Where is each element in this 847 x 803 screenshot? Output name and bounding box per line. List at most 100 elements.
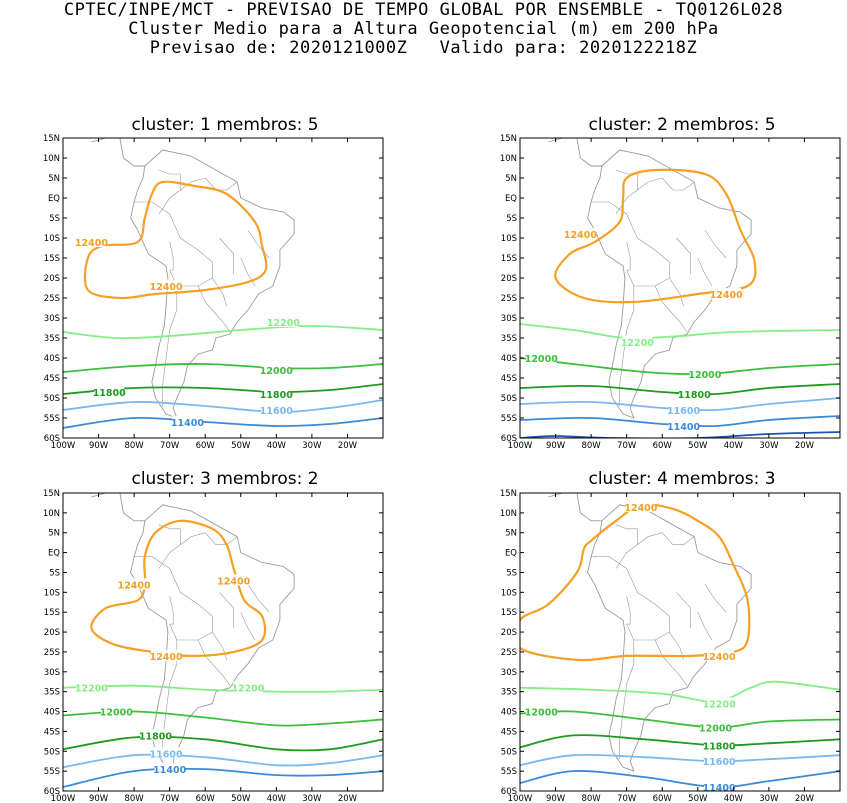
lon-tick-label: 40W (724, 441, 744, 451)
country-border (676, 592, 692, 629)
contour-label-12000: 12000 (260, 366, 293, 377)
lon-tick-label: 90W (89, 441, 109, 451)
lat-tick-label: 15N (500, 134, 517, 144)
contour-label-bg (268, 316, 299, 327)
lon-tick-label: 50W (688, 441, 708, 451)
contour-label-bg (154, 763, 185, 775)
country-border (633, 631, 670, 641)
contour-label-11800: 11800 (93, 388, 126, 399)
lon-tick-label: 60W (196, 441, 216, 451)
contour-12400 (520, 503, 751, 662)
contour-11600 (63, 399, 383, 413)
contour-11400 (520, 770, 840, 788)
lon-tick-label: 70W (160, 441, 180, 451)
contour-label-bg (625, 500, 656, 512)
lon-tick-label: 20W (795, 794, 815, 803)
contour-label-11600: 11600 (667, 406, 700, 417)
lat-tick-label: 10N (500, 154, 517, 164)
lat-tick-label: 5S (49, 568, 60, 578)
lon-tick-label: 90W (546, 794, 566, 803)
contour-label-bg (76, 236, 107, 247)
lat-tick-label: 10S (44, 234, 60, 244)
contour-label-bg (119, 578, 150, 590)
lon-tick-label: 80W (124, 794, 144, 803)
lon-tick-label: 20W (338, 794, 358, 803)
contour-label-11400: 11400 (667, 422, 700, 433)
contour-label-12400: 12400 (564, 230, 597, 241)
lat-tick-label: 35S (501, 334, 517, 344)
lat-tick-label: 25S (501, 648, 517, 658)
contour-label-bg (261, 404, 292, 415)
country-border (219, 237, 234, 274)
coastline-central-america (91, 138, 145, 167)
lat-tick-label: EQ (505, 549, 517, 559)
contour-label-bg (679, 388, 710, 399)
contour-label-bg (622, 336, 653, 347)
lat-tick-label: 20S (44, 274, 60, 284)
lat-tick-label: 5N (48, 529, 60, 539)
country-border (169, 596, 174, 625)
contour-label-12400: 12400 (624, 503, 657, 514)
contour-label-bg (704, 781, 735, 791)
contour-label-bg (172, 416, 203, 427)
contour-label-12200: 12200 (75, 684, 108, 695)
contour-label-bg (101, 705, 132, 717)
country-border (676, 237, 692, 274)
lat-tick-label: 30S (44, 668, 60, 678)
lat-tick-label: 5N (505, 529, 517, 539)
lat-tick-label: 30S (501, 314, 517, 324)
lat-tick-label: 40S (44, 354, 60, 364)
lat-tick-label: 10S (44, 588, 60, 598)
header-line-1: CPTEC/INPE/MCT - PREVISAO DE TEMPO GLOBA… (63, 0, 784, 20)
contour-label-bg (261, 388, 292, 399)
map-panel-3: cluster: 3 membros: 2 12400 12400 12400 1220… (43, 469, 384, 803)
lat-tick-label: 45S (44, 374, 60, 384)
country-border (158, 169, 181, 190)
contour-label-12400: 12400 (150, 282, 183, 293)
map-frame (519, 137, 841, 439)
lat-tick-label: 15N (500, 489, 517, 499)
lon-tick-label: 80W (124, 441, 144, 451)
coastline (130, 149, 295, 419)
country-border (661, 532, 695, 546)
map-frame (62, 137, 384, 439)
lon-tick-label: 90W (89, 794, 109, 803)
country-border (219, 592, 234, 629)
country-border (197, 285, 231, 333)
lat-tick-label: 60S (501, 434, 517, 444)
contour-label-bg (140, 729, 171, 741)
contour-11400 (63, 767, 383, 788)
lat-tick-label: 20S (501, 628, 517, 638)
lat-tick-label: 40S (501, 708, 517, 718)
lat-tick-label: 35S (44, 688, 60, 698)
contour-label-11600: 11600 (703, 757, 736, 768)
lon-tick-label: 60W (653, 441, 673, 451)
contour-11600 (63, 753, 383, 769)
lat-tick-label: 15S (501, 608, 517, 618)
lon-tick-label: 20W (795, 441, 815, 451)
contour-label-12400: 12400 (217, 576, 250, 587)
lon-tick-label: 50W (231, 794, 251, 803)
lat-tick-label: 25S (44, 294, 60, 304)
contour-label-bg (151, 649, 182, 661)
country-border (197, 639, 231, 686)
contour-12200 (520, 323, 840, 340)
contour-label-bg (704, 649, 735, 661)
contour-label-bg (704, 697, 735, 709)
lon-tick-label: 50W (231, 441, 251, 451)
country-border (615, 532, 663, 569)
contour-11800 (63, 383, 383, 395)
contour-label-12200: 12200 (267, 318, 300, 329)
lat-tick-label: 15N (43, 489, 60, 499)
contour-12200 (63, 684, 383, 693)
lat-tick-label: 10S (501, 588, 517, 598)
contour-12400 (554, 168, 757, 304)
country-border (204, 177, 238, 191)
header-line-3: Previsao de: 2020121000Z Valido para: 20… (149, 38, 698, 58)
lat-tick-label: 45S (44, 727, 60, 737)
lat-tick-label: 55S (501, 767, 517, 777)
contour-label-bg (151, 747, 182, 759)
lat-tick-label: 40S (501, 354, 517, 364)
contour-11800 (520, 734, 840, 749)
contour-label-12400: 12400 (703, 652, 736, 663)
